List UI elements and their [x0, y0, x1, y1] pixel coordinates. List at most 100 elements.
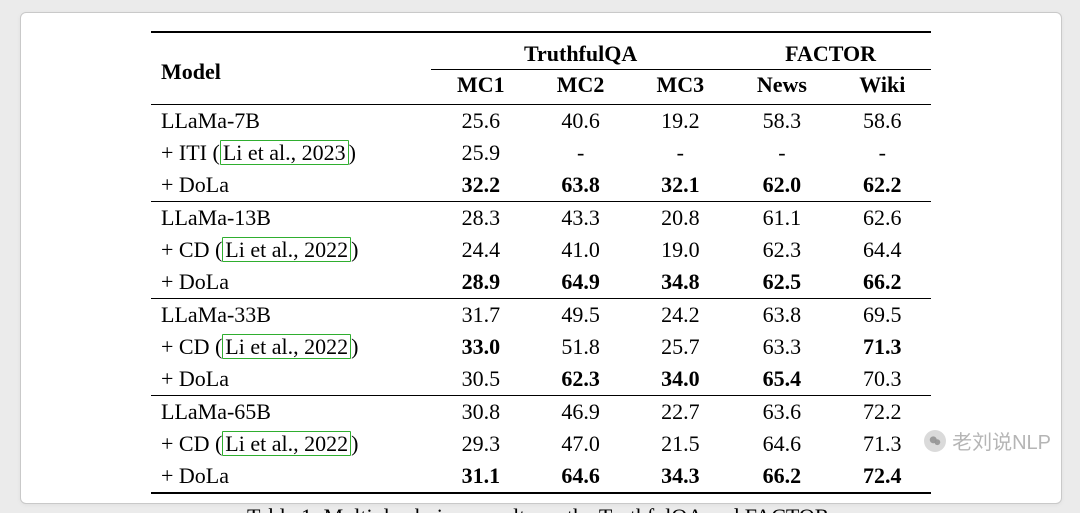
value-cell: 63.6 [730, 396, 833, 429]
table-row: + DoLa30.562.334.065.470.3 [151, 363, 931, 396]
value-cell: 47.0 [531, 428, 631, 460]
value-cell: 41.0 [531, 234, 631, 266]
value-cell: 62.6 [834, 202, 931, 235]
value-cell: 28.3 [431, 202, 531, 235]
value-cell: - [630, 137, 730, 169]
table-caption: Table 1: Multiple choices results on the… [151, 504, 931, 513]
table-row: + DoLa31.164.634.366.272.4 [151, 460, 931, 493]
table-row: + CD (Li et al., 2022)33.051.825.763.371… [151, 331, 931, 363]
value-cell: 19.2 [630, 105, 730, 138]
table-body: LLaMa-7B25.640.619.258.358.6+ ITI (Li et… [151, 105, 931, 494]
value-cell: 64.6 [730, 428, 833, 460]
col-header-mc1: MC1 [431, 70, 531, 105]
value-cell: 40.6 [531, 105, 631, 138]
value-cell: 58.6 [834, 105, 931, 138]
value-cell: 21.5 [630, 428, 730, 460]
watermark-text: 老刘说NLP [952, 426, 1051, 455]
value-cell: 63.8 [531, 169, 631, 202]
value-cell: 64.9 [531, 266, 631, 299]
value-cell: 30.5 [431, 363, 531, 396]
model-cell: + CD (Li et al., 2022) [151, 234, 431, 266]
table-row: + CD (Li et al., 2022)24.441.019.062.364… [151, 234, 931, 266]
citation[interactable]: Li et al., 2022 [222, 334, 351, 359]
value-cell: 61.1 [730, 202, 833, 235]
value-cell: 58.3 [730, 105, 833, 138]
model-cell: + ITI (Li et al., 2023) [151, 137, 431, 169]
citation-box[interactable]: Li et al., 2022 [222, 237, 351, 262]
value-cell: 32.2 [431, 169, 531, 202]
model-cell: LLaMa-13B [151, 202, 431, 235]
value-cell: 72.4 [834, 460, 931, 493]
value-cell: 62.0 [730, 169, 833, 202]
table-row: + DoLa32.263.832.162.062.2 [151, 169, 931, 202]
value-cell: 29.3 [431, 428, 531, 460]
citation[interactable]: Li et al., 2022 [222, 237, 351, 262]
value-cell: 70.3 [834, 363, 931, 396]
value-cell: 33.0 [431, 331, 531, 363]
col-header-mc3: MC3 [630, 70, 730, 105]
value-cell: - [531, 137, 631, 169]
value-cell: 66.2 [730, 460, 833, 493]
model-cell: + DoLa [151, 460, 431, 493]
col-header-model: Model [151, 32, 431, 105]
model-cell: LLaMa-33B [151, 299, 431, 332]
value-cell: 51.8 [531, 331, 631, 363]
model-cell: + DoLa [151, 169, 431, 202]
value-cell: 34.0 [630, 363, 730, 396]
value-cell: 71.3 [834, 331, 931, 363]
watermark: 老刘说NLP [924, 426, 1051, 455]
value-cell: 20.8 [630, 202, 730, 235]
col-header-mc2: MC2 [531, 70, 631, 105]
results-table: Model TruthfulQA FACTOR MC1 MC2 MC3 News… [151, 31, 931, 494]
col-header-truthfulqa: TruthfulQA [431, 32, 730, 70]
value-cell: 25.9 [431, 137, 531, 169]
value-cell: 25.6 [431, 105, 531, 138]
citation-box[interactable]: Li et al., 2022 [222, 334, 351, 359]
value-cell: 72.2 [834, 396, 931, 429]
value-cell: 63.3 [730, 331, 833, 363]
col-header-news: News [730, 70, 833, 105]
value-cell: 34.8 [630, 266, 730, 299]
value-cell: 64.6 [531, 460, 631, 493]
value-cell: 65.4 [730, 363, 833, 396]
table-row: + CD (Li et al., 2022)29.347.021.564.671… [151, 428, 931, 460]
value-cell: 62.2 [834, 169, 931, 202]
model-cell: + CD (Li et al., 2022) [151, 428, 431, 460]
citation[interactable]: Li et al., 2022 [222, 431, 351, 456]
citation[interactable]: Li et al., 2023 [220, 140, 349, 165]
table-row: LLaMa-7B25.640.619.258.358.6 [151, 105, 931, 138]
model-cell: LLaMa-65B [151, 396, 431, 429]
table-row: + ITI (Li et al., 2023)25.9---- [151, 137, 931, 169]
value-cell: 34.3 [630, 460, 730, 493]
value-cell: 62.3 [730, 234, 833, 266]
value-cell: 19.0 [630, 234, 730, 266]
value-cell: 71.3 [834, 428, 931, 460]
value-cell: 31.7 [431, 299, 531, 332]
value-cell: - [730, 137, 833, 169]
citation-box[interactable]: Li et al., 2023 [220, 140, 349, 165]
value-cell: 24.2 [630, 299, 730, 332]
table-row: + DoLa28.964.934.862.566.2 [151, 266, 931, 299]
paper-frame: Model TruthfulQA FACTOR MC1 MC2 MC3 News… [20, 12, 1062, 504]
value-cell: 24.4 [431, 234, 531, 266]
citation-box[interactable]: Li et al., 2022 [222, 431, 351, 456]
col-header-wiki: Wiki [834, 70, 931, 105]
value-cell: 62.5 [730, 266, 833, 299]
value-cell: 49.5 [531, 299, 631, 332]
model-cell: + DoLa [151, 363, 431, 396]
value-cell: 64.4 [834, 234, 931, 266]
results-table-wrap: Model TruthfulQA FACTOR MC1 MC2 MC3 News… [151, 31, 931, 513]
table-row: LLaMa-33B31.749.524.263.869.5 [151, 299, 931, 332]
model-cell: LLaMa-7B [151, 105, 431, 138]
value-cell: 31.1 [431, 460, 531, 493]
value-cell: - [834, 137, 931, 169]
value-cell: 66.2 [834, 266, 931, 299]
value-cell: 28.9 [431, 266, 531, 299]
table-row: LLaMa-65B30.846.922.763.672.2 [151, 396, 931, 429]
model-cell: + CD (Li et al., 2022) [151, 331, 431, 363]
value-cell: 46.9 [531, 396, 631, 429]
table-row: LLaMa-13B28.343.320.861.162.6 [151, 202, 931, 235]
value-cell: 69.5 [834, 299, 931, 332]
value-cell: 32.1 [630, 169, 730, 202]
wechat-icon [924, 430, 946, 452]
